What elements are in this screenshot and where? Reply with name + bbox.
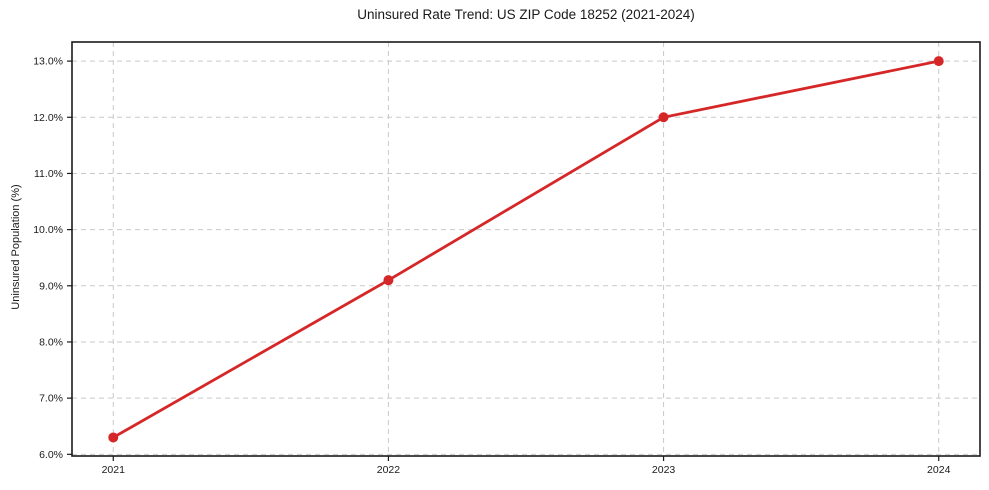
x-tick-label: 2022 <box>377 464 401 476</box>
plot-frame <box>71 41 981 457</box>
y-tick-label: 6.0% <box>39 449 63 461</box>
y-tick-label: 11.0% <box>34 168 63 180</box>
y-tick-label: 8.0% <box>39 336 63 348</box>
y-tick-label: 10.0% <box>33 224 63 236</box>
data-point <box>658 112 669 123</box>
data-line <box>111 59 941 439</box>
y-axis-label: Uninsured Population (%) <box>10 184 22 310</box>
data-point <box>933 56 944 67</box>
x-tick-label: 2023 <box>652 464 676 476</box>
x-tick-label: 2021 <box>102 464 126 476</box>
y-tick-label: 12.0% <box>33 112 63 124</box>
y-tick-label: 9.0% <box>39 280 63 292</box>
data-point <box>108 432 119 443</box>
x-tick-label: 2024 <box>927 464 951 476</box>
data-point <box>383 275 394 286</box>
y-tick-label: 13.0% <box>33 56 63 68</box>
y-tick-label: 7.0% <box>39 393 63 405</box>
chart-title: Uninsured Rate Trend: US ZIP Code 18252 … <box>357 7 695 22</box>
